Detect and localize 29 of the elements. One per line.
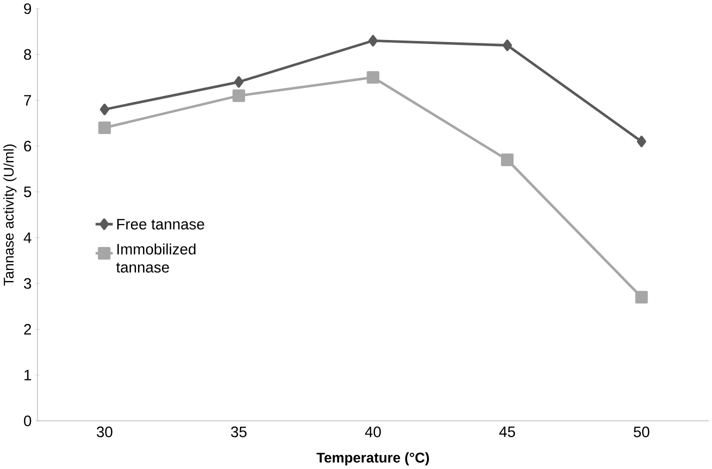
x-tick-label: 35 [230, 426, 247, 438]
point [100, 104, 110, 116]
x-tick-label: 30 [96, 426, 112, 438]
y-tick-label: 6 [24, 140, 32, 152]
x-tick-label: 40 [365, 426, 381, 438]
y-tick-label: 7 [24, 95, 31, 106]
y-tick-label: 3 [24, 278, 32, 289]
y-tick-label: 1 [24, 370, 32, 380]
y-tick-label: 9 [24, 3, 32, 14]
point [502, 40, 512, 52]
x-axis-title: Temperature (°C) [316, 452, 429, 466]
point [98, 122, 111, 134]
x-tick-label: 45 [499, 426, 516, 438]
point [636, 136, 646, 148]
x-tick-label: 50 [634, 426, 650, 438]
y-tick-label: 5 [24, 186, 32, 198]
legend-label: Free tannase [117, 219, 204, 230]
point [234, 76, 244, 88]
y-tick-label: 8 [24, 49, 32, 60]
point [368, 35, 378, 47]
y-tick-label: 2 [24, 324, 31, 335]
legend-label: Immobilized tannase [116, 244, 196, 273]
point [635, 291, 648, 304]
y-tick-label: 0 [24, 416, 32, 426]
y-axis-title: Tannase activity (U/ml) [3, 144, 16, 286]
point [501, 154, 514, 166]
point [232, 90, 246, 102]
y-tick-label: 4 [24, 232, 32, 243]
point [366, 71, 380, 84]
